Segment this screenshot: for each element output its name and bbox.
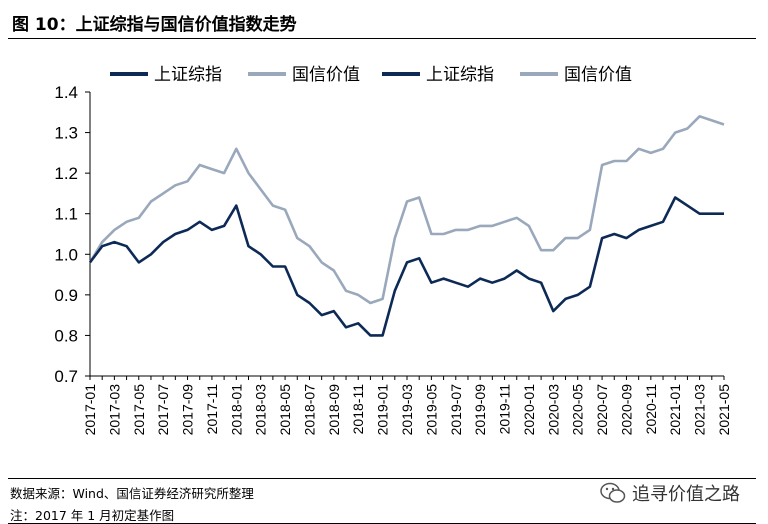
y-tick-label: 0.7 bbox=[54, 367, 78, 386]
x-tick-label: 2020-03 bbox=[545, 384, 561, 436]
x-tick-label: 2019-03 bbox=[399, 384, 415, 436]
wechat-icon bbox=[600, 482, 626, 503]
legend-label: 国信价值 bbox=[564, 65, 632, 85]
x-tick-label: 2018-03 bbox=[253, 384, 269, 436]
x-tick-label: 2021-03 bbox=[692, 384, 708, 436]
source-note: 数据来源：Wind、国信证券经济研究所整理 bbox=[10, 486, 254, 501]
y-tick-label: 0.8 bbox=[54, 326, 78, 345]
line-chart: 上证综指 国信价值 上证综指 国信价值 0.7 0.8 0.9 1.0 1.1 1.2 1.3 1.… bbox=[54, 65, 732, 436]
legend-label: 上证综指 bbox=[154, 65, 222, 85]
base-note: 注：2017 年 1 月初定基作图 bbox=[10, 508, 175, 523]
x-tick-label: 2018-01 bbox=[228, 384, 244, 436]
chart-legend: 上证综指 国信价值 上证综指 国信价值 bbox=[110, 65, 632, 85]
x-tick-label: 2017-11 bbox=[204, 384, 220, 435]
legend-label: 上证综指 bbox=[426, 65, 494, 85]
series-line-shanghai-composite bbox=[88, 196, 724, 337]
x-tick-label: 2020-11 bbox=[643, 384, 659, 435]
x-tick-label: 2017-05 bbox=[131, 384, 147, 436]
watermark-text: 追寻价值之路 bbox=[632, 484, 740, 505]
x-tick-label: 2018-09 bbox=[326, 384, 342, 436]
x-tick-label: 2018-07 bbox=[301, 384, 317, 436]
y-tick-label: 1.0 bbox=[54, 245, 78, 264]
y-tick-label: 1.3 bbox=[54, 124, 78, 143]
series-lines bbox=[88, 115, 725, 337]
y-tick-label: 1.4 bbox=[54, 83, 78, 102]
x-tick-label: 2018-05 bbox=[277, 384, 293, 436]
title-bar: 图 10：上证综指与国信价值指数走势 bbox=[8, 6, 756, 39]
x-tick-label: 2020-01 bbox=[521, 384, 537, 436]
x-tick-label: 2017-01 bbox=[82, 384, 98, 436]
x-tick-label: 2018-11 bbox=[350, 384, 366, 435]
watermark: 追寻价值之路 bbox=[600, 480, 740, 506]
x-tick-label: 2019-09 bbox=[472, 384, 488, 436]
x-tick-label: 2019-01 bbox=[375, 384, 391, 436]
x-tick-label: 2017-07 bbox=[155, 384, 171, 436]
x-tick-label: 2019-05 bbox=[423, 384, 439, 436]
series-line-guosen-value bbox=[88, 115, 725, 305]
x-tick-label: 2017-09 bbox=[180, 384, 196, 436]
legend-label: 国信价值 bbox=[292, 65, 360, 85]
x-tick-label: 2021-01 bbox=[667, 384, 683, 436]
x-tick-label: 2021-05 bbox=[716, 384, 732, 436]
y-axis: 0.7 0.8 0.9 1.0 1.1 1.2 1.3 1.4 bbox=[54, 83, 91, 386]
x-tick-label: 2020-07 bbox=[594, 384, 610, 436]
y-tick-label: 1.1 bbox=[54, 205, 78, 224]
x-tick-label: 2017-03 bbox=[106, 384, 122, 436]
x-tick-label: 2020-09 bbox=[618, 384, 634, 436]
y-tick-label: 0.9 bbox=[54, 286, 78, 305]
x-tick-label: 2020-05 bbox=[570, 384, 586, 436]
footer-divider-top bbox=[8, 478, 756, 479]
x-axis: 2017-01 2017-03 2017-05 2017-07 2017-09 2017-… bbox=[82, 375, 732, 436]
x-tick-label: 2019-11 bbox=[497, 384, 513, 435]
y-tick-label: 1.2 bbox=[54, 164, 78, 183]
x-tick-label: 2019-07 bbox=[448, 384, 464, 436]
figure-title: 图 10：上证综指与国信价值指数走势 bbox=[12, 15, 297, 35]
